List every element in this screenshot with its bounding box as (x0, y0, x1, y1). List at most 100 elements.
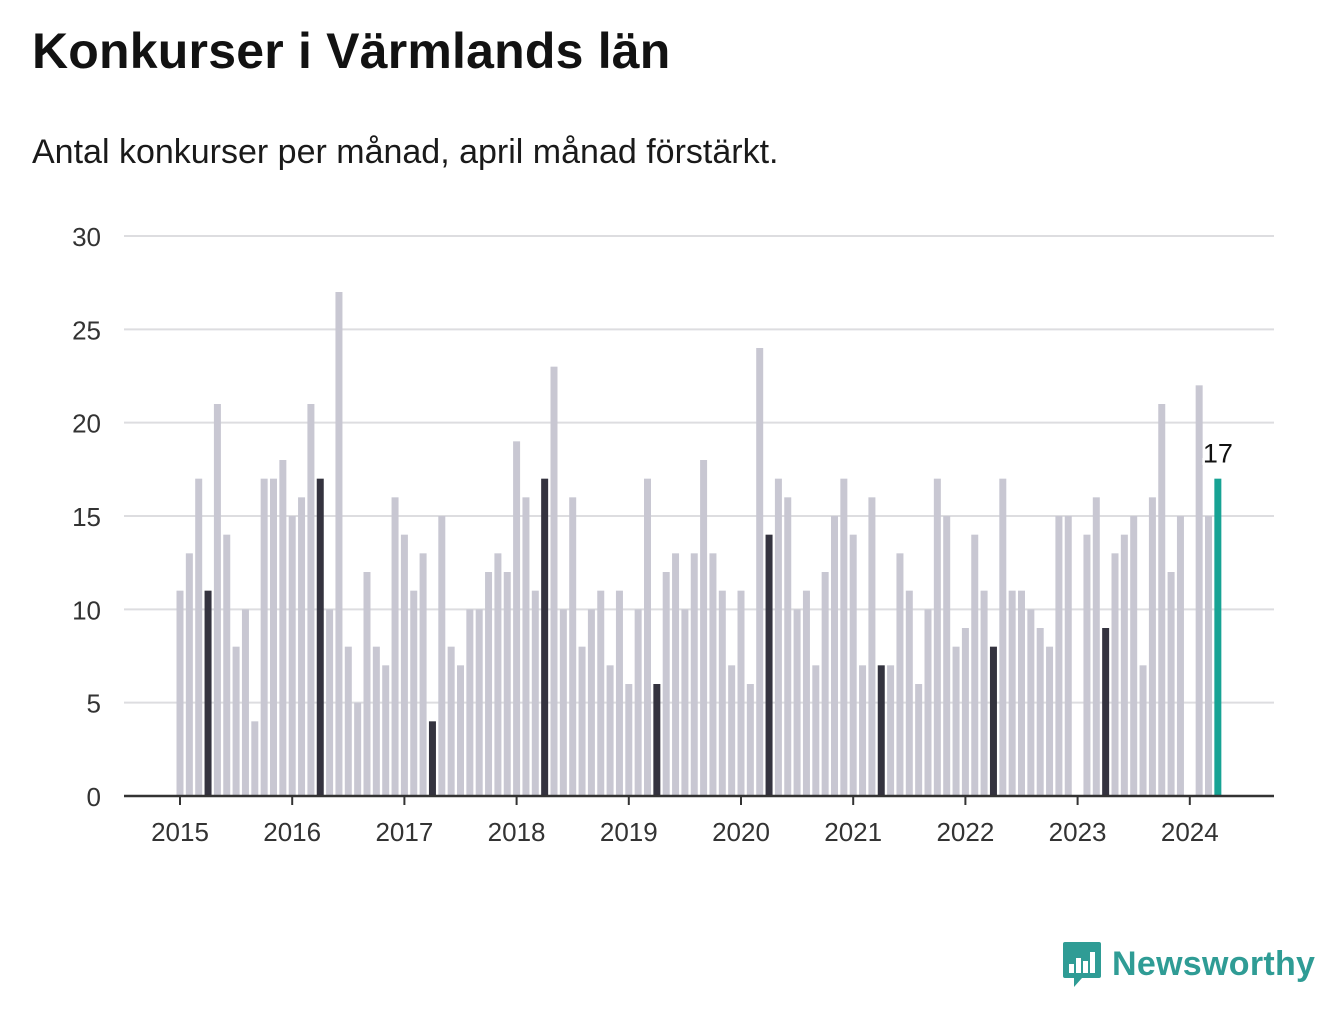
bar (700, 460, 708, 796)
bar (943, 516, 951, 796)
bar (363, 572, 371, 796)
bar (475, 609, 483, 796)
bar (438, 516, 446, 796)
bar-chart-speech-bubble-icon (1063, 942, 1101, 987)
logo-text: Newsworthy (1112, 944, 1316, 983)
bar (812, 665, 820, 796)
bar (840, 478, 848, 796)
y-tick-label: 25 (72, 315, 101, 345)
bar (915, 684, 923, 796)
bar (1055, 516, 1063, 796)
bar (485, 572, 493, 796)
bars (176, 292, 1222, 796)
bar (980, 590, 988, 796)
bar (288, 516, 296, 796)
gridlines (124, 235, 1274, 704)
bar (1046, 646, 1054, 796)
x-tick-label: 2017 (375, 817, 433, 847)
y-tick-label: 20 (72, 409, 101, 439)
bar (887, 665, 895, 796)
bar (709, 553, 717, 796)
bar (279, 460, 287, 796)
bar (728, 665, 736, 796)
bar (1092, 497, 1100, 796)
x-tick-label: 2020 (712, 817, 770, 847)
bar (971, 534, 979, 796)
y-tick-label: 30 (72, 222, 101, 252)
bar-april (989, 646, 997, 796)
bar (391, 497, 399, 796)
bar (1130, 516, 1138, 796)
bar (344, 646, 352, 796)
bar (737, 590, 745, 796)
x-tick-label: 2022 (936, 817, 994, 847)
bar (578, 646, 586, 796)
x-tick-label: 2023 (1049, 817, 1107, 847)
bar (522, 497, 530, 796)
bar (270, 478, 277, 796)
bar (1120, 534, 1128, 796)
x-tick-label: 2018 (488, 817, 546, 847)
bar (457, 665, 464, 796)
bar (690, 553, 698, 796)
bar (933, 478, 941, 796)
y-tick-label: 10 (72, 595, 101, 625)
bar (644, 478, 651, 796)
data-labels: 17 (1200, 436, 1235, 471)
bar (784, 497, 792, 796)
bar (821, 572, 829, 796)
bar (1036, 628, 1044, 796)
bar (681, 609, 689, 796)
bar (503, 572, 511, 796)
bar (849, 534, 857, 796)
bar (466, 609, 474, 796)
bar (672, 553, 680, 796)
bar (802, 590, 810, 796)
x-tick-label: 2015 (151, 817, 209, 847)
bar (1018, 590, 1025, 796)
bar-april (541, 478, 549, 796)
y-tick-label: 15 (72, 502, 101, 532)
bar (1176, 516, 1184, 796)
x-tick-label: 2021 (824, 817, 882, 847)
bar (400, 534, 408, 796)
bar (260, 478, 268, 796)
bar (597, 590, 605, 796)
bar (298, 497, 306, 796)
bar (354, 702, 362, 796)
bar (223, 534, 231, 796)
bar (569, 497, 577, 796)
bar (831, 516, 838, 796)
bar (1158, 404, 1166, 796)
bar (241, 609, 249, 796)
newsworthy-logo: Newsworthy (1062, 940, 1315, 988)
bar (1111, 553, 1119, 796)
bar (1167, 572, 1175, 796)
bar (382, 665, 390, 796)
bar (195, 478, 203, 796)
bar (615, 590, 623, 796)
bar (1027, 609, 1035, 796)
bar (513, 441, 521, 796)
bar (531, 590, 539, 796)
bar (176, 590, 184, 796)
bar (1148, 497, 1156, 796)
bar (774, 478, 782, 796)
bar (859, 665, 867, 796)
bar (410, 590, 418, 796)
bar (868, 497, 876, 796)
y-tick-label: 5 (87, 689, 101, 719)
x-axis-ticks: 2015 2016 2017 2018 2019 2020 2021 2022 2023 2024 (151, 796, 1219, 847)
bar (756, 348, 764, 796)
bar (793, 609, 801, 796)
bar (326, 609, 334, 796)
bar (419, 553, 427, 796)
bar (372, 646, 380, 796)
bar (924, 609, 932, 796)
y-tick-label: 0 (87, 782, 101, 812)
bar (662, 572, 670, 796)
x-tick-label: 2019 (600, 817, 658, 847)
bar-chart: 0 5 10 15 20 25 30 2015 2016 2017 2018 2019 2020 202… (72, 222, 1274, 847)
bar (1008, 590, 1016, 796)
bar (213, 404, 221, 796)
